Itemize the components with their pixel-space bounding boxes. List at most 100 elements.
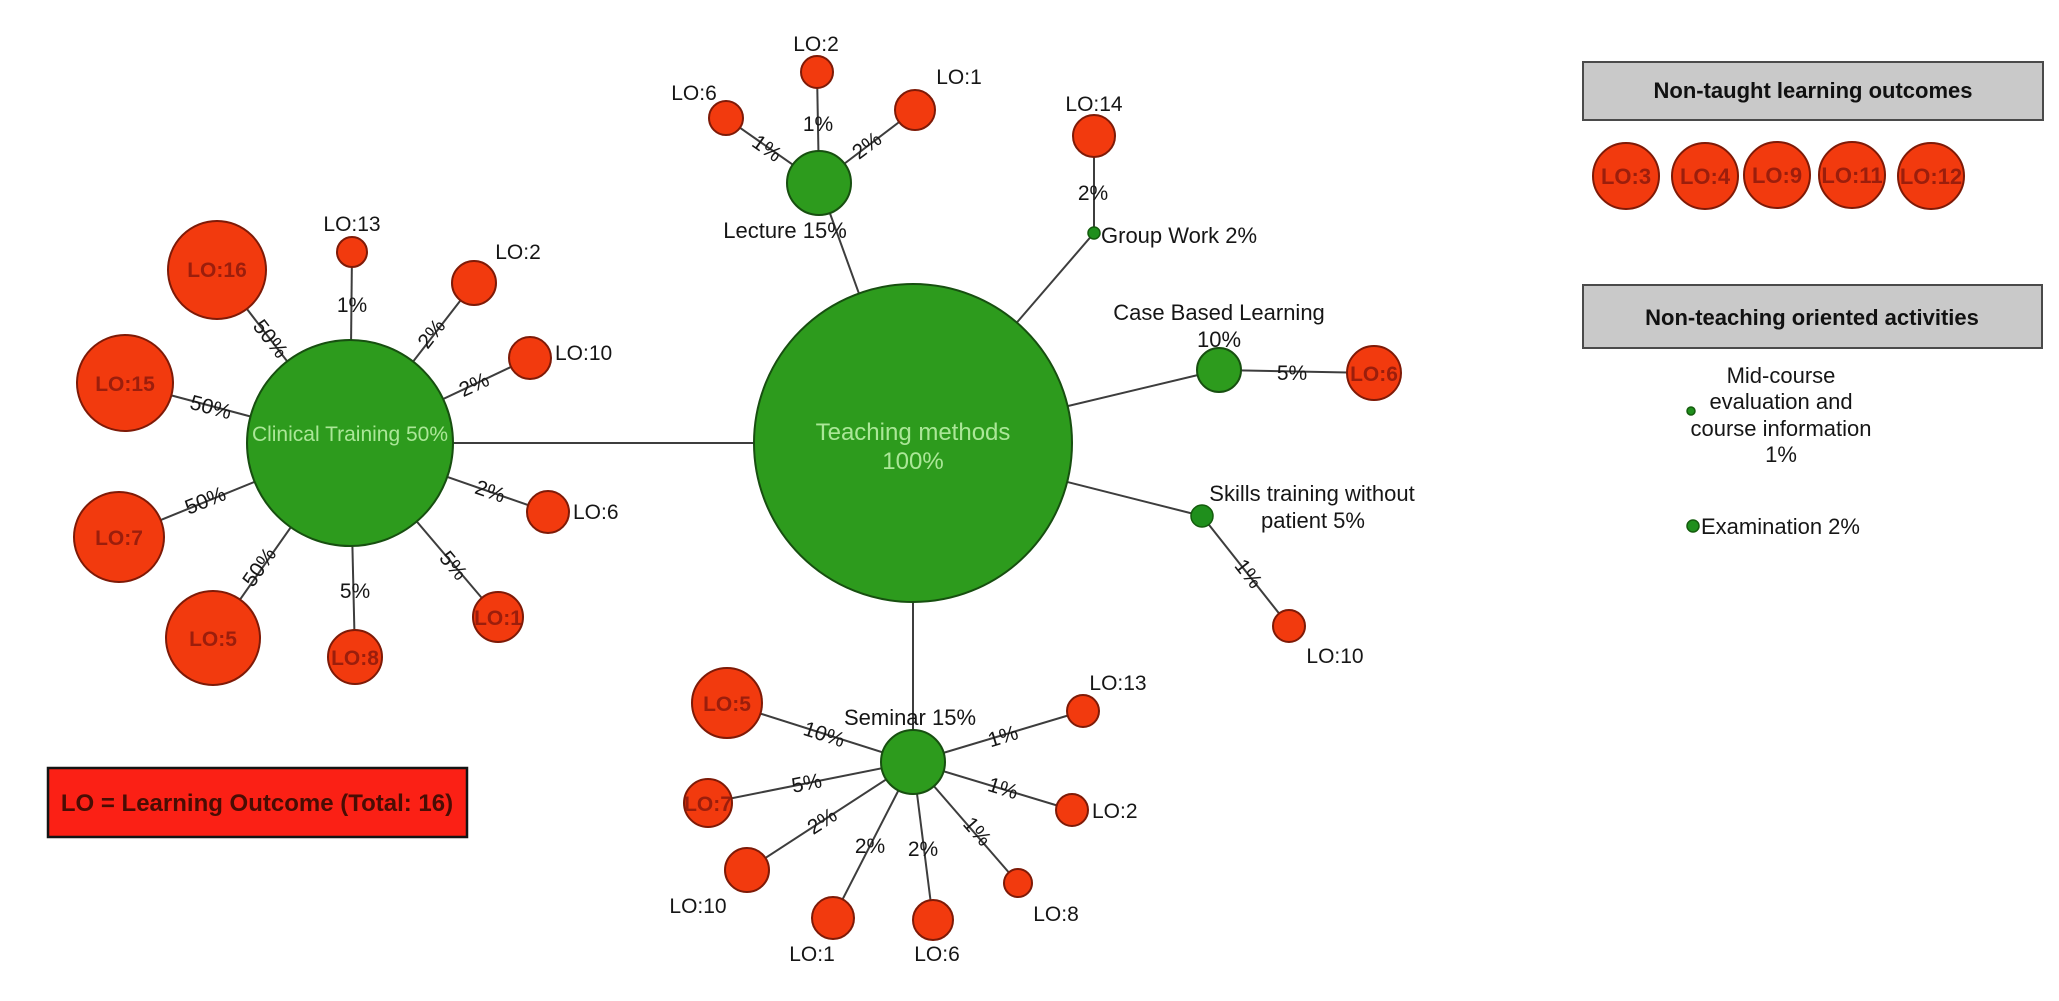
teaching-methods-label: Teaching methods: [816, 419, 1011, 446]
clinical-lo15-pct: 50%: [187, 391, 234, 424]
note-text: LO = Learning Outcome (Total: 16): [61, 790, 453, 817]
group-work-dot: [1087, 226, 1101, 240]
non-taught-header-box: [1582, 61, 2044, 121]
lecture-lo1-circle: [894, 89, 936, 131]
skills-lo10-circle: [1272, 609, 1306, 643]
clinical-lo10-label: LO:10: [555, 342, 612, 365]
clinical-lo13-label: LO:13: [323, 213, 380, 236]
seminar-lo10-circle: [724, 847, 770, 893]
seminar-lo13-circle: [1066, 694, 1100, 728]
skills-label-line1: Skills training without: [1209, 481, 1414, 506]
seminar-lo6-label: LO:6: [914, 943, 960, 966]
clinical-training-hub-circle: [246, 339, 454, 547]
clinical-lo16-pct: 50%: [248, 315, 292, 362]
examination-dot: [1686, 519, 1700, 533]
non-taught-panel: Non-taught learning outcomes LO:3 LO:4 L…: [1582, 61, 2044, 210]
examination-label: Examination 2%: [1701, 514, 1860, 539]
clinical-lo15-circle: [76, 334, 174, 432]
lecture-lo2-circle: [800, 55, 834, 89]
seminar-lo2-circle: [1055, 793, 1089, 827]
clinical-lo10-circle: [508, 336, 552, 380]
edge-skills-lo10: [1201, 515, 1290, 627]
casebased-lo6-pct: 5%: [1277, 362, 1307, 385]
seminar-lo6-circle: [912, 899, 954, 941]
seminar-lo8-circle: [1003, 868, 1033, 898]
clinical-lo16-circle: [167, 220, 267, 320]
nodes: [73, 55, 1402, 941]
seminar-lo6-pct: 2%: [908, 838, 938, 861]
edge-seminar-lo10: [746, 761, 914, 871]
clinical-lo6-label: LO:6: [573, 501, 619, 524]
non-taught-lo3-label: LO:3: [1601, 164, 1651, 189]
clinical-lo5-circle: [165, 590, 261, 686]
groupwork-lo14-label: LO:14: [1065, 93, 1123, 116]
clinical-lo7-pct: 50%: [182, 482, 230, 519]
clinical-lo5-label: LO:5: [189, 628, 237, 651]
seminar-lo1-pct: 2%: [855, 835, 885, 858]
lecture-hub-circle: [786, 150, 852, 216]
non-taught-title: Non-taught learning outcomes: [1654, 78, 1973, 103]
skills-lo10-pct: 1%: [1230, 555, 1267, 593]
lecture-lo1-pct: 2%: [848, 127, 886, 164]
mid-course-label-line4: 1%: [1765, 442, 1797, 467]
clinical-lo16-label: LO:16: [187, 259, 247, 282]
non-taught-lo9-circle: [1743, 141, 1811, 209]
non-teaching-panel: Non-teaching oriented activities Mid-cou…: [1582, 284, 2043, 539]
seminar-label: Seminar 15%: [844, 705, 976, 730]
seminar-lo10-pct: 2%: [803, 804, 841, 840]
non-taught-lo11-label: LO:11: [1821, 163, 1882, 188]
clinical-lo1-circle: [472, 591, 524, 643]
clinical-lo8-circle: [327, 629, 383, 685]
mid-course-dot: [1686, 406, 1696, 416]
seminar-lo1-circle: [811, 896, 855, 940]
seminar-lo5-circle: [691, 667, 763, 739]
mid-course-label-line2: evaluation and: [1709, 389, 1852, 414]
seminar-lo5-pct: 10%: [800, 717, 847, 752]
non-taught-lo4-label: LO:4: [1680, 164, 1731, 189]
skills-training-dot: [1190, 504, 1214, 528]
non-taught-lo3-circle: [1592, 142, 1660, 210]
non-teaching-title: Non-teaching oriented activities: [1645, 305, 1979, 330]
case-based-pct-label: 10%: [1197, 327, 1241, 352]
legend-note: LO = Learning Outcome (Total: 16): [46, 766, 469, 839]
lecture-lo1-label: LO:1: [936, 66, 982, 89]
non-teaching-header-box: [1582, 284, 2043, 349]
clinical-lo13-pct: 1%: [337, 294, 367, 317]
edge-seminar-lo7: [707, 761, 914, 804]
mid-course-label-line1: Mid-course: [1727, 363, 1836, 388]
mid-course-label-line3: course information: [1691, 416, 1872, 441]
seminar-lo7-label: LO:7: [684, 793, 732, 816]
seminar-lo1-label: LO:1: [789, 943, 835, 966]
clinical-lo7-circle: [73, 491, 165, 583]
case-based-title: Case Based Learning: [1113, 300, 1325, 325]
casebased-lo6-label: LO:6: [1350, 363, 1398, 386]
clinical-lo7-label: LO:7: [95, 527, 143, 550]
seminar-lo8-label: LO:8: [1033, 903, 1079, 926]
seminar-lo13-pct: 1%: [985, 721, 1021, 752]
seminar-lo7-pct: 5%: [790, 769, 824, 797]
teaching-methods-pct-label: 100%: [882, 448, 943, 475]
non-taught-lo12-label: LO:12: [1900, 164, 1962, 189]
clinical-lo6-pct: 2%: [472, 476, 508, 508]
seminar-lo2-pct: 1%: [985, 773, 1021, 804]
lecture-lo6-label: LO:6: [671, 82, 717, 105]
clinical-lo6-circle: [526, 490, 570, 534]
seminar-lo8-pct: 1%: [958, 813, 995, 851]
lecture-label: Lecture 15%: [723, 218, 847, 243]
skills-label-line2: patient 5%: [1261, 508, 1365, 533]
skills-lo10-label: LO:10: [1306, 645, 1363, 668]
clinical-lo15-label: LO:15: [95, 373, 155, 396]
case-based-hub-circle: [1196, 347, 1242, 393]
groupwork-lo14-pct: 2%: [1078, 182, 1108, 205]
seminar-lo2-label: LO:2: [1092, 800, 1138, 823]
clinical-lo1-label: LO:1: [474, 607, 522, 630]
groupwork-lo14-circle: [1072, 114, 1116, 158]
non-taught-lo12-circle: [1897, 142, 1965, 210]
teaching-methods-hub-circle: [753, 283, 1073, 603]
group-work-label: Group Work 2%: [1101, 223, 1257, 248]
casebased-lo6-circle: [1346, 345, 1402, 401]
seminar-lo5-label: LO:5: [703, 693, 751, 716]
clinical-lo8-label: LO:8: [331, 647, 379, 670]
non-taught-lo9-label: LO:9: [1752, 163, 1802, 188]
